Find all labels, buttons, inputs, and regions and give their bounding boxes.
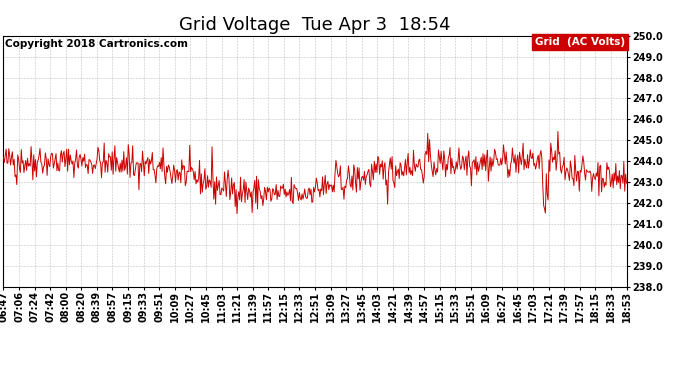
- Text: Grid  (AC Volts): Grid (AC Volts): [535, 37, 625, 47]
- Title: Grid Voltage  Tue Apr 3  18:54: Grid Voltage Tue Apr 3 18:54: [179, 16, 451, 34]
- Text: Copyright 2018 Cartronics.com: Copyright 2018 Cartronics.com: [5, 39, 188, 50]
